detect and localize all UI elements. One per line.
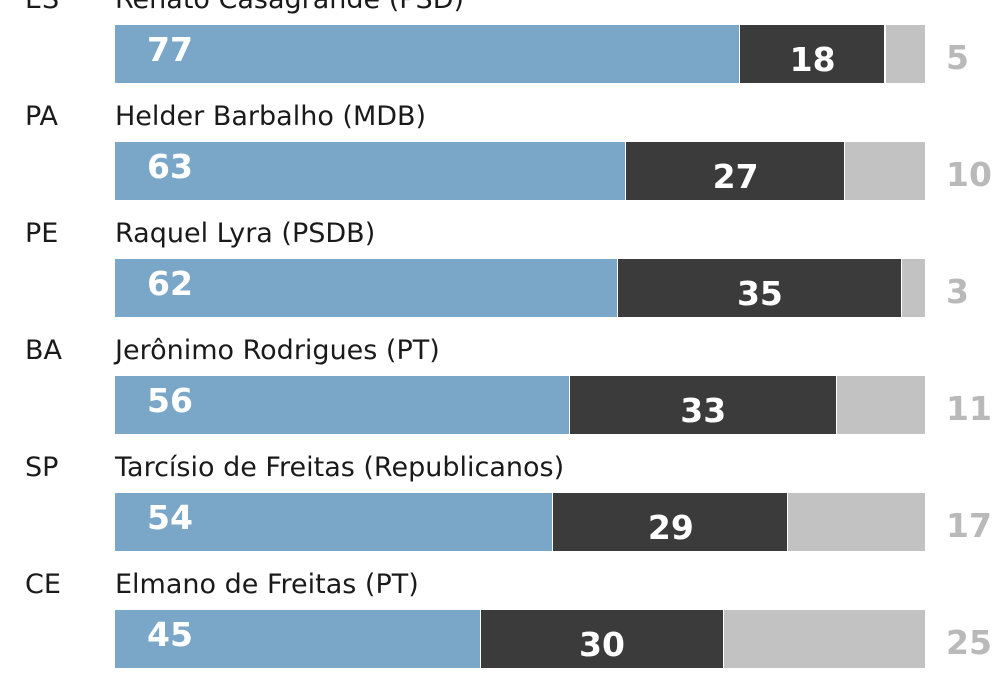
- bar-value-label: 11: [946, 389, 992, 428]
- bar-segment-3: [844, 142, 925, 200]
- candidate-label: Helder Barbalho (MDB): [115, 101, 427, 132]
- bar-value-label: 27: [712, 157, 759, 196]
- bar-segment-2: 33: [568, 376, 836, 434]
- state-label: CE: [25, 569, 61, 600]
- stacked-bar: 54 29: [115, 493, 925, 551]
- bar-segment-3: [835, 376, 925, 434]
- bar-value-label: 62: [147, 264, 193, 303]
- stacked-bar: 56 33: [115, 376, 925, 434]
- state-label: SP: [25, 452, 59, 483]
- bar-value-label: 54: [147, 498, 193, 537]
- stacked-bar: 77 18: [115, 25, 925, 83]
- bar-segment-1: 77: [115, 25, 739, 83]
- bar-value-label: 18: [789, 40, 836, 79]
- bar-segment-2: 18: [738, 25, 885, 83]
- bar-segment-3: [884, 25, 925, 83]
- chart-row-pa: PA Helder Barbalho (MDB) 63 27 10: [0, 99, 1000, 217]
- bar-segment-3: [900, 259, 925, 317]
- bar-segment-1: 63: [115, 142, 626, 200]
- chart-row-ba: BA Jerônimo Rodrigues (PT) 56 33 11: [0, 333, 1000, 451]
- bar-value-label: 45: [147, 615, 193, 654]
- bar-value-label: 35: [736, 274, 783, 313]
- candidate-label: Raquel Lyra (PSDB): [115, 218, 376, 249]
- bar-value-label: 33: [680, 391, 727, 430]
- bar-segment-2: 35: [617, 259, 901, 317]
- bar-value-label: 5: [946, 38, 969, 77]
- stacked-bar: 45 30: [115, 610, 925, 668]
- bar-segment-2: 29: [552, 493, 788, 551]
- bar-value-label: 25: [946, 623, 992, 662]
- bar-segment-1: 62: [115, 259, 618, 317]
- bar-segment-2: 30: [479, 610, 723, 668]
- bar-value-label: 63: [147, 147, 193, 186]
- bar-segment-1: 56: [115, 376, 569, 434]
- bar-segment-1: 54: [115, 493, 553, 551]
- state-label: ES: [25, 0, 59, 18]
- bar-value-label: 3: [946, 272, 969, 311]
- bar-value-label: 30: [579, 625, 625, 664]
- state-label: BA: [25, 335, 62, 366]
- stacked-bar-chart: ES Renato Casagrande (PSD) 77 18 5 PA Helder B…: [0, 0, 1000, 668]
- bar-segment-1: 45: [115, 610, 480, 668]
- candidate-label: Jerônimo Rodrigues (PT): [115, 335, 440, 366]
- bar-value-label: 10: [946, 155, 992, 194]
- chart-row-es: ES Renato Casagrande (PSD) 77 18 5: [0, 0, 1000, 100]
- chart-row-ce: CE Elmano de Freitas (PT) 45 30 25: [0, 567, 1000, 685]
- bar-value-label: 29: [647, 508, 694, 547]
- bar-segment-2: 27: [625, 142, 844, 200]
- stacked-bar: 62 35: [115, 259, 925, 317]
- stacked-bar: 63 27: [115, 142, 925, 200]
- chart-row-sp: SP Tarcísio de Freitas (Republicanos) 54 29…: [0, 450, 1000, 568]
- state-label: PE: [25, 218, 59, 249]
- candidate-label: Tarcísio de Freitas (Republicanos): [115, 452, 565, 483]
- bar-segment-3: [787, 493, 925, 551]
- bar-value-label: 56: [147, 381, 193, 420]
- chart-row-pe: PE Raquel Lyra (PSDB) 62 35 3: [0, 216, 1000, 334]
- bar-value-label: 17: [946, 506, 992, 545]
- candidate-label: Elmano de Freitas (PT): [115, 569, 419, 600]
- candidate-label: Renato Casagrande (PSD): [115, 0, 464, 18]
- state-label: PA: [25, 101, 59, 132]
- bar-value-label: 77: [147, 30, 193, 69]
- bar-segment-3: [722, 610, 925, 668]
